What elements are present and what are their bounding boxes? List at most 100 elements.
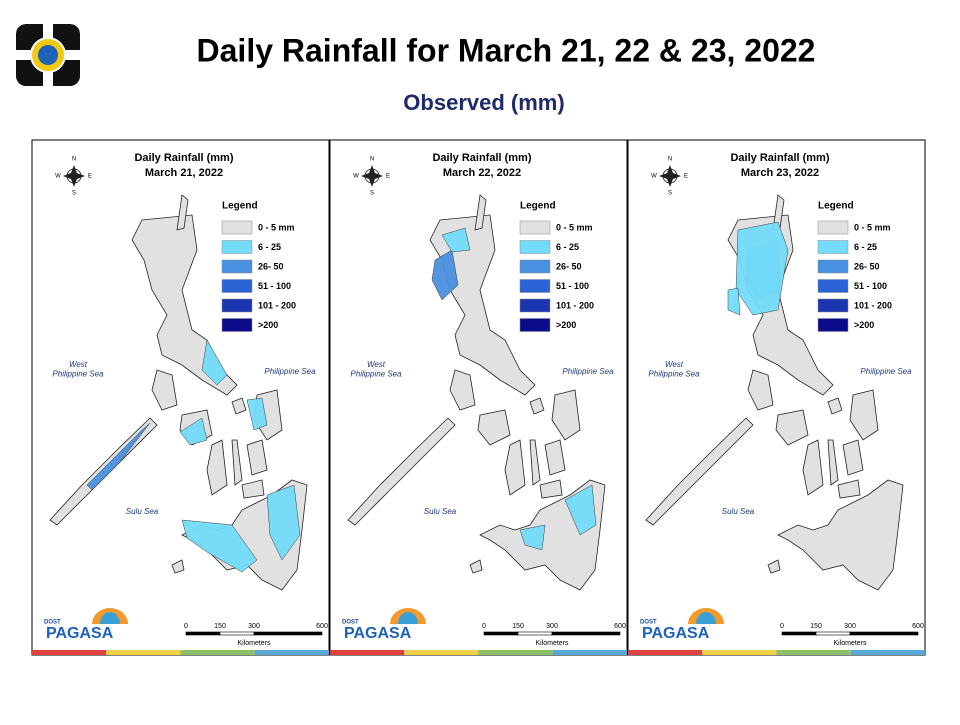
legend-swatch <box>519 259 551 274</box>
sea-label: Sulu Sea <box>424 507 457 516</box>
compass-n: N <box>370 157 374 163</box>
legend-label: 26- 50 <box>854 261 880 271</box>
rainfall-area <box>86 422 151 491</box>
legend-swatch <box>817 298 849 313</box>
legend-label: 51 - 100 <box>556 281 589 291</box>
compass: N S E W <box>353 157 390 197</box>
top-logo <box>16 24 80 86</box>
scale-segment <box>253 631 323 636</box>
scale-label: 300 <box>844 623 856 630</box>
island <box>449 369 476 411</box>
legend-swatch <box>221 298 253 313</box>
legend-label: 0 - 5 mm <box>556 222 593 232</box>
scale-segment <box>815 631 851 636</box>
footer-strip <box>628 650 703 655</box>
legend-swatch <box>519 240 551 254</box>
scale-segment <box>849 631 919 636</box>
island <box>171 559 185 574</box>
compass-star <box>361 165 383 187</box>
slide-subtitle: Observed (mm) <box>403 90 564 115</box>
footer-strip <box>254 650 329 655</box>
legend-swatch <box>817 279 849 293</box>
island <box>747 369 774 411</box>
map-date: March 23, 2022 <box>741 167 819 179</box>
island <box>767 559 781 574</box>
compass-e: E <box>386 174 390 180</box>
legend-label: 101 - 200 <box>854 300 892 310</box>
scale-unit: Kilometers <box>535 640 569 647</box>
compass-star <box>659 165 681 187</box>
scale-segment <box>551 631 621 636</box>
island <box>469 559 483 574</box>
map-date: March 21, 2022 <box>145 167 223 179</box>
logo-dept: DOST <box>44 620 61 626</box>
map-title: Daily Rainfall (mm) <box>730 152 829 164</box>
logo-agency: PAGASA <box>344 625 412 642</box>
scale-segment <box>781 631 817 636</box>
compass-w: W <box>55 174 61 180</box>
compass-s: S <box>668 191 672 197</box>
island <box>347 417 456 526</box>
island <box>827 439 839 486</box>
sea-label: Sulu Sea <box>722 507 755 516</box>
map-panels: Daily Rainfall (mm)March 21, 2022Legend0… <box>31 139 926 656</box>
island <box>529 397 545 415</box>
island <box>176 194 189 231</box>
legend-label: 0 - 5 mm <box>854 222 891 232</box>
logo-agency: PAGASA <box>46 625 114 642</box>
compass-s: S <box>370 191 374 197</box>
compass-ring <box>662 168 678 184</box>
island <box>474 194 487 231</box>
footer-strip <box>552 650 627 655</box>
legend-label: >200 <box>258 320 278 330</box>
island <box>241 479 265 499</box>
legend-title: Legend <box>222 201 258 212</box>
map-panel: Daily Rainfall (mm)March 21, 2022Legend0… <box>31 139 330 656</box>
footer-strip <box>404 650 479 655</box>
map-date: March 22, 2022 <box>443 167 521 179</box>
scale-label: 600 <box>614 623 626 630</box>
sea-label: West Philippine Sea <box>52 360 104 379</box>
footer-strip <box>702 650 777 655</box>
compass: N S E W <box>55 157 92 197</box>
compass-e: E <box>684 174 688 180</box>
legend-swatch <box>817 318 849 332</box>
rainfall-area <box>564 484 597 536</box>
scale-label: 600 <box>316 623 328 630</box>
island <box>206 439 228 496</box>
scale-segment <box>219 631 255 636</box>
map-title: Daily Rainfall (mm) <box>432 152 531 164</box>
footer-strip <box>776 650 851 655</box>
legend-label: 26- 50 <box>556 261 582 271</box>
legend-label: 0 - 5 mm <box>258 222 295 232</box>
scale-segment <box>185 631 221 636</box>
scale-label: 300 <box>248 623 260 630</box>
footer-strip <box>850 650 925 655</box>
rainfall-area <box>266 484 301 561</box>
legend-swatch <box>519 298 551 313</box>
scale-label: 150 <box>214 623 226 630</box>
scale-label: 0 <box>184 623 188 630</box>
legend-swatch <box>519 279 551 293</box>
rainfall-area <box>519 524 546 551</box>
legend-label: 101 - 200 <box>258 300 296 310</box>
rainfall-area <box>431 249 459 301</box>
legend-swatch <box>519 220 551 235</box>
compass-ring <box>66 168 82 184</box>
map-title: Daily Rainfall (mm) <box>134 152 233 164</box>
scale-label: 150 <box>810 623 822 630</box>
rainfall-area <box>246 397 268 431</box>
rainfall-area <box>441 227 471 253</box>
legend-swatch <box>221 259 253 274</box>
legend-label: 26- 50 <box>258 261 284 271</box>
legend-label: 6 - 25 <box>854 242 877 252</box>
scale-segment <box>517 631 553 636</box>
legend-label: 6 - 25 <box>258 242 281 252</box>
island <box>645 417 754 526</box>
compass-n: N <box>72 157 76 163</box>
sea-label: Philippine Sea <box>562 367 614 376</box>
compass-star <box>63 165 85 187</box>
footer-strip <box>330 650 405 655</box>
